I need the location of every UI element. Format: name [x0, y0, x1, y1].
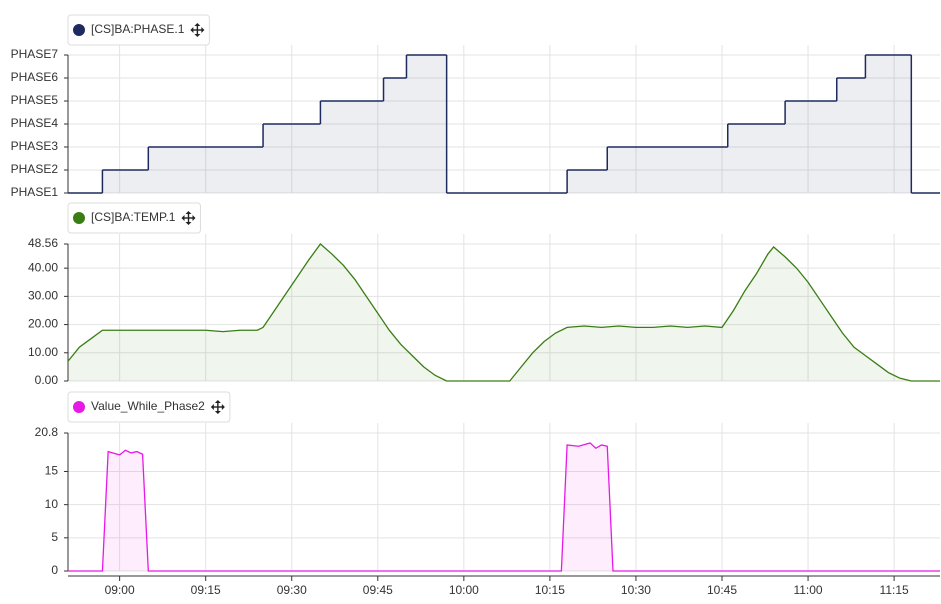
area-fill: [68, 442, 940, 571]
y-tick-label: 0: [51, 563, 58, 577]
icon-part: [214, 400, 221, 403]
legend-label: [CS]BA:TEMP.1: [91, 210, 176, 224]
x-tick-label: 09:00: [105, 583, 135, 597]
legend: [CS]BA:PHASE.1: [67, 14, 210, 46]
y-tick-label: PHASE4: [11, 116, 59, 130]
icon-part: [190, 27, 194, 33]
y-tick-label: 15: [45, 464, 59, 478]
legend-marker: [73, 401, 85, 413]
y-tick-label: 10.00: [28, 345, 58, 359]
step-fill: [406, 55, 447, 193]
y-tick-label: 20.8: [35, 425, 59, 439]
icon-part: [210, 404, 214, 410]
y-tick-label: PHASE5: [11, 93, 59, 107]
step-fill: [383, 78, 407, 193]
y-tick-label: 5: [51, 530, 58, 544]
y-tick-label: PHASE6: [11, 70, 59, 84]
legend-label: Value_While_Phase2: [91, 399, 205, 413]
step-fill: [727, 124, 786, 193]
step-fill: [836, 78, 866, 193]
step-fill: [102, 170, 149, 193]
x-tick-label: 10:15: [535, 583, 565, 597]
x-tick-label: 10:30: [621, 583, 651, 597]
step-fill: [320, 101, 384, 193]
x-tick-label: 10:45: [707, 583, 737, 597]
y-tick-label: 10: [45, 497, 59, 511]
y-tick-label: 30.00: [28, 289, 58, 303]
move-icon[interactable]: [181, 211, 196, 225]
icon-part: [201, 27, 205, 33]
legend: [CS]BA:TEMP.1: [67, 202, 201, 234]
step-fill: [607, 147, 728, 193]
step-fill: [263, 124, 321, 193]
icon-part: [181, 215, 185, 221]
x-tick-label: 09:15: [191, 583, 221, 597]
icon-part: [192, 215, 196, 221]
x-tick-label: 10:00: [449, 583, 479, 597]
legend-marker: [73, 24, 85, 36]
icon-part: [214, 411, 221, 414]
legend-label: [CS]BA:PHASE.1: [91, 22, 185, 36]
icon-part: [185, 211, 192, 214]
y-tick-label: 0.00: [35, 373, 59, 387]
icon-part: [194, 34, 201, 37]
step-fill: [785, 101, 837, 193]
x-tick-label: 11:00: [793, 583, 822, 597]
x-tick-label: 11:15: [880, 583, 909, 597]
y-tick-label: PHASE1: [11, 185, 59, 199]
y-tick-label: 40.00: [28, 260, 58, 274]
y-tick-label: 48.56: [28, 236, 58, 250]
y-tick-label: PHASE3: [11, 139, 59, 153]
legend-box: [67, 202, 201, 234]
move-icon[interactable]: [210, 400, 225, 414]
move-icon[interactable]: [190, 23, 205, 37]
y-tick-label: PHASE7: [11, 47, 59, 61]
icon-part: [185, 222, 192, 225]
x-tick-label: 09:30: [277, 583, 307, 597]
icon-part: [221, 404, 225, 410]
legend: Value_While_Phase2: [67, 391, 231, 423]
y-tick-label: 20.00: [28, 317, 58, 331]
legend-box: [67, 391, 231, 423]
y-tick-label: PHASE2: [11, 162, 59, 176]
legend-box: [67, 14, 210, 46]
area-fill: [68, 244, 940, 381]
icon-part: [194, 23, 201, 26]
step-fill: [567, 170, 608, 193]
x-tick-label: 09:45: [363, 583, 393, 597]
step-fill: [865, 55, 912, 193]
series-line: [67, 243, 940, 382]
series-line: [68, 442, 940, 572]
legend-marker: [73, 212, 85, 224]
step-fill: [148, 147, 264, 193]
